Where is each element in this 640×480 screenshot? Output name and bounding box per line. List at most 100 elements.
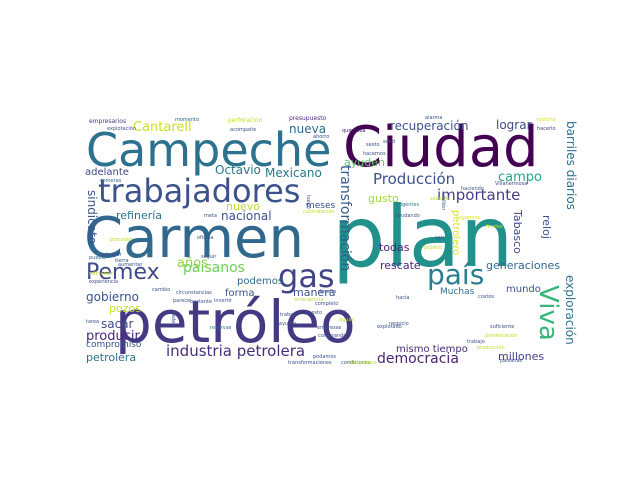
- cloud-word: comprando: [318, 333, 347, 339]
- cloud-word: logramos: [457, 215, 481, 221]
- cloud-word: ayuden: [344, 156, 385, 169]
- cloud-word: país: [427, 258, 485, 291]
- cloud-word: someras: [100, 178, 122, 184]
- cloud-word: Pemex: [86, 260, 160, 285]
- cloud-word: tierra: [115, 258, 129, 264]
- cloud-word: Cantarell: [133, 120, 192, 135]
- cloud-word: forma: [225, 288, 255, 299]
- cloud-word: años: [177, 256, 208, 271]
- cloud-word: trabajo: [467, 339, 485, 345]
- cloud-word: sacar: [101, 317, 134, 331]
- cloud-word: generaciones: [486, 259, 561, 272]
- cloud-word: Mexicano: [265, 166, 322, 180]
- cloud-word: acompañe: [230, 127, 257, 133]
- cloud-word: nueva: [289, 122, 327, 136]
- cloud-word: negocio: [389, 321, 409, 327]
- cloud-word: petrolero: [450, 210, 461, 256]
- cloud-word: campo: [498, 170, 542, 185]
- cloud-word: nuevo: [226, 200, 260, 213]
- cloud-word: ciudadanos: [348, 360, 377, 366]
- cloud-word: entregar: [100, 252, 122, 258]
- cloud-word: dar: [338, 309, 347, 315]
- cloud-word: circunstancias: [176, 290, 212, 296]
- cloud-word: ahorro: [313, 134, 330, 140]
- cloud-word: condiciones: [341, 360, 371, 366]
- cloud-word: tarea: [86, 319, 100, 325]
- cloud-word: adelante: [85, 167, 129, 178]
- cloud-word: haciendo: [461, 186, 484, 192]
- cloud-word: cambio: [152, 287, 171, 293]
- cloud-word: bastante: [190, 299, 213, 305]
- cloud-word: reloj: [540, 215, 553, 239]
- cloud-word: mismo tiempo: [396, 344, 468, 355]
- cloud-word: reservas: [210, 325, 232, 331]
- cloud-word: momento: [175, 117, 200, 123]
- cloud-word: mundo: [506, 284, 541, 295]
- cloud-word: nacional: [221, 209, 272, 223]
- cloud-word: pozos: [109, 302, 141, 315]
- cloud-word: proceder: [110, 237, 133, 243]
- cloud-word: Producción: [373, 170, 456, 188]
- cloud-word: refinación: [89, 271, 114, 277]
- cloud-word: completo: [315, 301, 339, 307]
- cloud-word: meta: [204, 213, 217, 219]
- cloud-word: Octavio: [215, 163, 261, 177]
- cloud-word: exploración: [563, 275, 577, 345]
- cloud-word: Campeche: [86, 123, 332, 177]
- cloud-word: transformación: [337, 165, 353, 272]
- cloud-word: trabajadores: [98, 172, 301, 210]
- cloud-word: contratación: [303, 209, 335, 215]
- cloud-word: seis: [435, 235, 445, 241]
- cloud-word: gobierno: [86, 290, 139, 304]
- cloud-word: podamos: [313, 354, 337, 360]
- cloud-word: cada: [170, 311, 176, 324]
- cloud-word: Villahermosa: [495, 181, 528, 187]
- cloud-word: podemos: [237, 276, 284, 287]
- cloud-word: puesto: [305, 310, 323, 316]
- cloud-word: experiencia: [89, 279, 119, 285]
- cloud-word: alarma: [425, 115, 443, 121]
- cloud-word: Carmen: [84, 206, 304, 271]
- cloud-word: producir: [86, 329, 140, 344]
- cloud-word: gusto: [368, 192, 399, 205]
- cloud-word: explotado: [377, 324, 402, 330]
- cloud-word: presupuesto: [289, 115, 327, 122]
- cloud-word: sond: [383, 139, 396, 145]
- cloud-word: rescate: [380, 259, 421, 272]
- cloud-word: importante: [437, 186, 521, 204]
- cloud-word: luego: [305, 195, 311, 209]
- cloud-word: Ciudad: [343, 115, 539, 180]
- cloud-word: plan: [332, 188, 514, 286]
- cloud-word: gas: [278, 257, 335, 295]
- cloud-word: sexto: [366, 142, 380, 148]
- cloud-word: lograr: [496, 118, 532, 132]
- cloud-word: público: [424, 245, 443, 251]
- cloud-word: suficiente: [490, 324, 515, 330]
- cloud-word: perforación: [228, 117, 263, 124]
- cloud-word: petrolera: [86, 351, 137, 364]
- cloud-word: Viva: [533, 285, 563, 341]
- cloud-word: producción: [477, 345, 505, 351]
- cloud-word: sexenio: [430, 196, 450, 202]
- cloud-word: petróleo: [115, 288, 356, 356]
- cloud-word: hacia: [396, 295, 410, 301]
- cloud-word: compromiso: [86, 340, 142, 350]
- cloud-word: hacerlo: [537, 126, 556, 132]
- cloud-word: hacemos: [363, 151, 386, 157]
- cloud-word: finales: [486, 224, 503, 230]
- cloud-word: millones: [498, 350, 545, 363]
- cloud-word: Muchas: [440, 287, 475, 297]
- cloud-word: emergencia: [294, 297, 324, 303]
- cloud-word: barriles diarios: [564, 121, 578, 210]
- cloud-word: pueblo: [89, 255, 107, 261]
- cloud-word: explotación: [107, 126, 136, 132]
- cloud-word: empresarios: [89, 118, 127, 125]
- cloud-word: paisanos: [183, 260, 245, 276]
- cloud-word: transformaciones: [288, 360, 332, 366]
- cloud-word: trabaja: [280, 312, 298, 318]
- cloud-word: ayudando: [395, 213, 420, 219]
- cloud-word: oficina: [197, 235, 214, 241]
- cloud-word: quemaba: [342, 128, 366, 134]
- cloud-word: democracia: [377, 351, 459, 367]
- cloud-word: costos: [478, 294, 495, 300]
